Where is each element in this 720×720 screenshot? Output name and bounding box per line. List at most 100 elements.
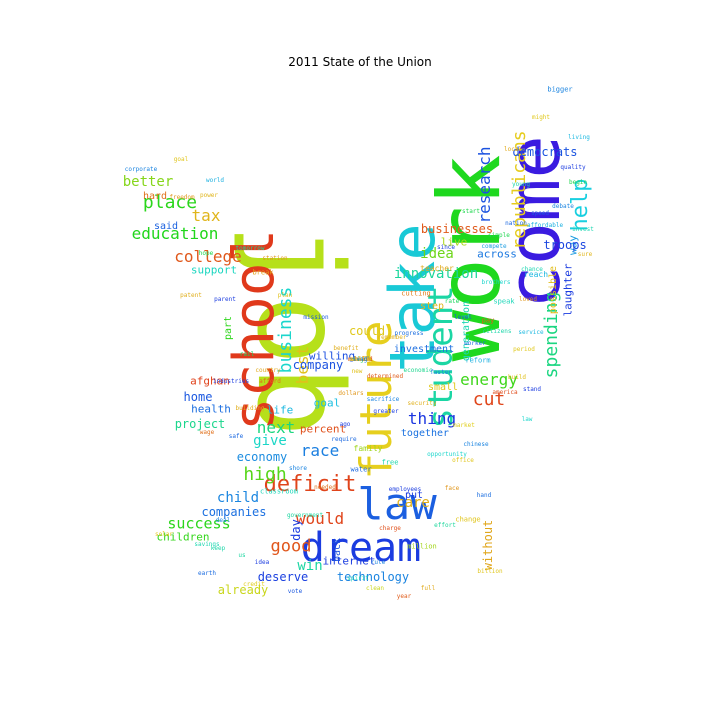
cloud-word: possible (548, 265, 559, 315)
cloud-word: living (568, 134, 590, 141)
cloud-word: sure (577, 251, 593, 258)
cloud-word: deserve (257, 570, 309, 584)
cloud-word: affordable (526, 222, 564, 229)
cloud-word: give (253, 433, 287, 449)
cloud-word: benefit (333, 345, 359, 352)
cloud-word: greater (373, 408, 399, 415)
cloud-word: day (289, 519, 303, 541)
cloud-word: chinese (463, 441, 489, 448)
cloud-word: strong (349, 356, 371, 363)
cloud-word: water (350, 465, 372, 474)
cloud-word: require (331, 436, 357, 443)
cloud-word: employees (388, 486, 422, 493)
cloud-word: savings (194, 541, 220, 548)
cloud-word: face (444, 485, 460, 492)
cloud-word: home (183, 390, 213, 404)
cloud-word: place (142, 192, 198, 213)
cloud-word: better (122, 174, 174, 190)
cloud-word: safe (228, 433, 244, 440)
cloud-word: health (191, 402, 231, 416)
cloud-word: quality (560, 164, 586, 171)
cloud-word: put (404, 490, 424, 501)
cloud-word: without (481, 519, 495, 571)
cloud-word: across (477, 247, 517, 261)
cloud-word: tomorrow (235, 245, 265, 252)
cloud-word: determined (366, 373, 404, 380)
cloud-word: reach (523, 270, 549, 279)
cloud-word: invest (572, 226, 594, 233)
chart-title: 2011 State of the Union (288, 55, 432, 69)
cloud-word: hope (198, 250, 214, 257)
cloud-word: brothers (481, 279, 511, 286)
cloud-word: ago (339, 421, 351, 428)
cloud-word: new (351, 368, 363, 375)
cloud-word: loved (518, 296, 538, 303)
cloud-word: innovation (393, 266, 479, 282)
cloud-word: generation (461, 300, 472, 362)
cloud-word: hand (476, 492, 492, 499)
cloud-word: rail (239, 351, 255, 358)
cloud-word: clean (365, 585, 385, 592)
cloud-word: next (256, 418, 296, 437)
cloud-word: skill (350, 356, 370, 363)
cloud-word: economy (236, 450, 288, 464)
cloud-word: company (292, 358, 344, 372)
cloud-word: build (507, 374, 527, 381)
cloud-word: nation (505, 220, 527, 227)
cloud-word: progress (394, 330, 424, 337)
cloud-word: charge (379, 525, 401, 532)
cloud-word: bigger (547, 85, 573, 94)
cloud-word: family (353, 444, 383, 453)
cloud-word: investment (393, 344, 455, 355)
cloud-word: rule (370, 559, 386, 566)
cloud-word: full (420, 585, 436, 592)
cloud-word: deficit (263, 472, 357, 497)
cloud-word: parent (214, 296, 236, 303)
cloud-word: businesses (420, 222, 494, 236)
cloud-word: percent (299, 422, 347, 436)
cloud-word: rebuild (347, 356, 373, 363)
cloud-word: laughter (561, 263, 575, 317)
cloud-word: part (223, 315, 234, 341)
cloud-word: democrats (512, 145, 578, 159)
cloud-word: idea (254, 559, 270, 566)
cloud-word: opportunity (427, 451, 467, 458)
cloud-word: step (419, 301, 445, 312)
cloud-word: live (440, 235, 468, 249)
cloud-word: spirit (347, 575, 369, 582)
cloud-word: small (427, 382, 459, 393)
cloud-word: begin (568, 179, 588, 186)
cloud-word: start (461, 208, 481, 215)
cloud-word: enough (349, 356, 371, 363)
cloud-word: citizens (482, 328, 512, 335)
cloud-word: might (531, 114, 551, 121)
cloud-word: goal (173, 156, 189, 163)
cloud-word: office (452, 457, 474, 464)
cloud-word: chance (521, 266, 543, 273)
cloud-word: sacrifice (366, 396, 400, 403)
cloud-word: classroom (260, 487, 298, 496)
cloud-word: year (396, 593, 412, 600)
cloud-word: technology (336, 570, 410, 584)
cloud-word: troops (543, 238, 587, 252)
cloud-word: already (217, 583, 269, 597)
cloud-word: would (295, 509, 345, 528)
cloud-word: dollars (338, 390, 364, 397)
cloud-word: patent (180, 292, 202, 299)
cloud-word: thing (407, 409, 457, 428)
cloud-word: deal (215, 517, 231, 524)
cloud-word: keep (210, 545, 226, 552)
cloud-word: wage (199, 429, 215, 436)
cloud-word: country (255, 367, 281, 374)
cloud-word: vote (287, 588, 303, 595)
cloud-word: local (503, 146, 523, 153)
cloud-word: solar (154, 531, 174, 538)
cloud-word: high (243, 464, 287, 485)
cloud-word: shore (288, 465, 308, 472)
cloud-word: industries (212, 378, 250, 385)
cloud-word: period (513, 346, 535, 353)
cloud-word: since (436, 244, 456, 251)
cloud-word: million (407, 542, 437, 551)
cloud-word: speak (493, 297, 515, 306)
cloud-word: mission (303, 314, 329, 321)
